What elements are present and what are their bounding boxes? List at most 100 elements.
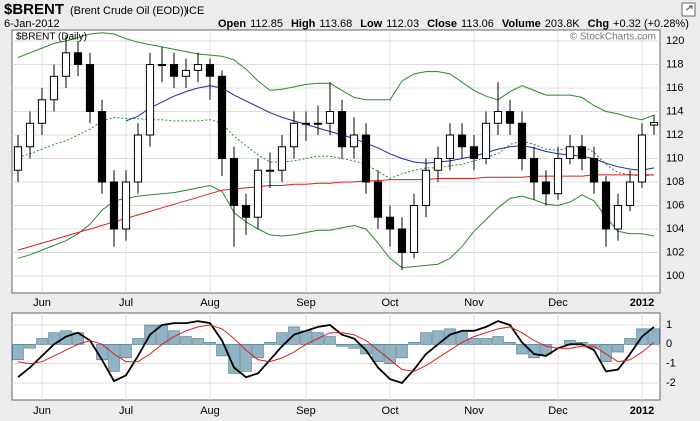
y-tick-label: 112 xyxy=(666,129,684,141)
histogram-bar xyxy=(192,338,204,345)
histogram-bar xyxy=(420,332,432,345)
candle-body xyxy=(565,146,575,160)
candle-body xyxy=(61,52,71,77)
y-tick-label: 106 xyxy=(666,199,684,211)
histogram-bar xyxy=(540,344,552,355)
y-tick-label: 1 xyxy=(666,319,672,331)
x-tick-label: Oct xyxy=(381,297,398,309)
histogram-bar xyxy=(624,338,636,345)
candle-body xyxy=(169,64,179,77)
quote-label: Low xyxy=(360,18,382,30)
histogram-bar xyxy=(36,338,48,345)
histogram-bar xyxy=(216,344,228,357)
candle-body xyxy=(373,181,383,218)
histogram-bar xyxy=(516,344,528,355)
indicator-line xyxy=(17,116,655,180)
candle-body xyxy=(301,122,311,125)
candle-body xyxy=(493,111,503,124)
candle-body xyxy=(349,134,359,148)
histogram-bar xyxy=(600,344,612,363)
x-tick-label: Sep xyxy=(296,297,316,309)
candle-body xyxy=(433,158,443,171)
x-tick-label: Jul xyxy=(119,405,133,417)
histogram-bar xyxy=(408,342,420,345)
histogram-bar xyxy=(180,336,192,345)
histogram-bar xyxy=(612,344,624,353)
candle-body xyxy=(265,169,275,172)
histogram-bar xyxy=(228,344,240,374)
macd-panel xyxy=(11,312,661,401)
quote: Open 112.85 High 113.68 Low 112.03 Close 113.06… xyxy=(218,18,689,30)
histogram-bar xyxy=(168,330,180,345)
x-tick-label: Jun xyxy=(33,405,51,417)
candle-body xyxy=(553,158,563,195)
candle-body xyxy=(625,181,635,206)
candle-body xyxy=(325,111,335,124)
y-tick-label: 114 xyxy=(666,105,684,117)
candle-body xyxy=(37,99,47,124)
x-tick-label: Nov xyxy=(464,405,484,417)
histogram-bar xyxy=(276,332,288,345)
candle-body xyxy=(145,64,155,136)
y-tick-label: 100 xyxy=(666,270,684,282)
histogram-bar xyxy=(528,344,540,359)
candle-body xyxy=(529,158,539,183)
candle-body xyxy=(505,111,515,124)
candle-body xyxy=(577,146,587,160)
x-tick-label: Aug xyxy=(200,405,220,417)
candle-body xyxy=(637,134,647,183)
y-tick-label: 118 xyxy=(666,58,684,70)
quote-value: 203.8K xyxy=(545,18,581,30)
y-tick-label: 116 xyxy=(666,82,684,94)
histogram-bar xyxy=(324,336,336,345)
candle-body xyxy=(49,75,59,101)
candle-body xyxy=(121,181,131,230)
candle-body xyxy=(421,169,431,206)
histogram-bar xyxy=(348,344,360,349)
x-tick-label: Jun xyxy=(33,297,51,309)
histogram-bar xyxy=(480,338,492,345)
quote-label: Chg xyxy=(588,18,609,30)
x-tick-label: Dec xyxy=(548,297,568,309)
menu-icon[interactable] xyxy=(681,2,696,17)
quote-label: Volume xyxy=(502,18,541,30)
date: 6-Jan-2012 xyxy=(4,18,60,30)
histogram-bar xyxy=(444,328,456,345)
quote-label: High xyxy=(291,18,316,30)
symbol: $BRENT xyxy=(4,1,64,18)
candle-body xyxy=(445,134,455,160)
candle-body xyxy=(409,204,419,253)
histogram-bar xyxy=(240,344,252,372)
candle-body xyxy=(13,146,23,171)
histogram-bar xyxy=(468,338,480,345)
instrument-name: (Brent Crude Oil (EOD)) xyxy=(70,5,187,17)
x-tick-label: 2012 xyxy=(630,297,654,309)
histogram-bar xyxy=(648,328,660,345)
indicator-line xyxy=(17,32,655,121)
histogram-bar xyxy=(120,344,132,359)
y-tick-label: -1 xyxy=(666,358,676,370)
indicator-line xyxy=(17,320,655,385)
candle-body xyxy=(253,169,263,218)
histogram-bar xyxy=(336,344,348,347)
y-tick-label: 0 xyxy=(666,338,672,350)
candle-body xyxy=(469,146,479,160)
candle-body xyxy=(157,64,167,67)
candle-body xyxy=(181,69,191,77)
quote-value: 112.03 xyxy=(386,18,419,30)
indicator-line xyxy=(17,324,655,372)
histogram-bar xyxy=(396,344,408,359)
x-tick-label: Sep xyxy=(296,405,316,417)
panel-label: $BRENT (Daily) xyxy=(16,32,87,43)
histogram-bar xyxy=(504,342,516,345)
candle-body xyxy=(73,52,83,66)
y-tick-label: -2 xyxy=(666,377,676,389)
histogram-bar xyxy=(108,344,120,372)
x-tick-label: Oct xyxy=(381,405,398,417)
candle-body xyxy=(25,122,35,148)
histogram-bar xyxy=(204,342,216,345)
histogram-bar xyxy=(384,344,396,364)
candle-body xyxy=(97,111,107,183)
candle-body xyxy=(241,204,251,218)
histogram-bar xyxy=(372,344,384,363)
